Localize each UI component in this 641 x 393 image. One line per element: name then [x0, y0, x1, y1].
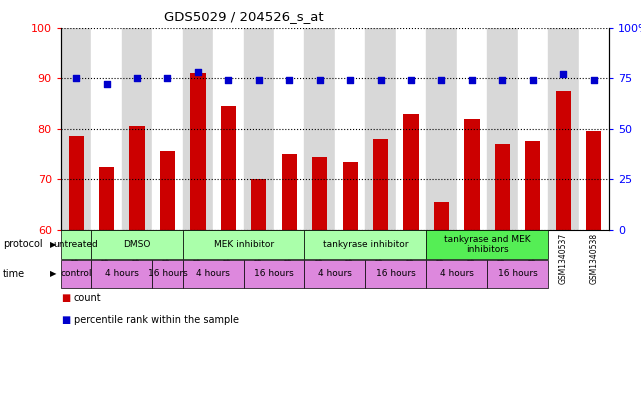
Text: 4 hours: 4 hours	[440, 270, 474, 278]
Bar	[153, 28, 183, 230]
Bar	[518, 28, 548, 230]
Point	[284, 77, 294, 83]
Bar	[464, 119, 479, 230]
Bar	[190, 73, 206, 230]
Point	[467, 77, 477, 83]
Point	[315, 77, 325, 83]
Bar	[373, 139, 388, 230]
Text: count: count	[74, 293, 101, 303]
Point	[193, 69, 203, 75]
Point	[132, 75, 142, 81]
Bar	[183, 28, 213, 230]
Point	[497, 77, 508, 83]
Text: 4 hours: 4 hours	[318, 270, 352, 278]
Bar	[548, 28, 578, 230]
Bar	[304, 28, 335, 230]
Point	[376, 77, 386, 83]
Bar	[122, 28, 153, 230]
Point	[71, 75, 81, 81]
Text: GDS5029 / 204526_s_at: GDS5029 / 204526_s_at	[163, 10, 324, 23]
Bar	[365, 28, 396, 230]
Text: 16 hours: 16 hours	[147, 270, 187, 278]
Bar	[578, 28, 609, 230]
Text: ■: ■	[61, 314, 70, 325]
Text: DMSO: DMSO	[123, 240, 151, 249]
Bar	[221, 106, 236, 230]
Bar	[244, 28, 274, 230]
Point	[223, 77, 233, 83]
Point	[588, 77, 599, 83]
Bar	[281, 154, 297, 230]
Point	[254, 77, 264, 83]
Point	[101, 81, 112, 87]
Text: ▶: ▶	[50, 270, 56, 278]
Bar	[487, 28, 518, 230]
Text: ▶: ▶	[50, 240, 56, 249]
Point	[345, 77, 355, 83]
Bar	[396, 28, 426, 230]
Text: untreated: untreated	[54, 240, 99, 249]
Bar	[274, 28, 304, 230]
Point	[162, 75, 172, 81]
Bar	[129, 126, 145, 230]
Text: protocol: protocol	[3, 239, 43, 250]
Text: ■: ■	[61, 293, 70, 303]
Point	[528, 77, 538, 83]
Bar	[312, 156, 328, 230]
Bar	[495, 144, 510, 230]
Bar	[213, 28, 244, 230]
Bar	[426, 28, 456, 230]
Bar	[556, 91, 571, 230]
Bar	[251, 179, 267, 230]
Text: 16 hours: 16 hours	[376, 270, 416, 278]
Bar	[342, 162, 358, 230]
Bar	[525, 141, 540, 230]
Bar	[456, 28, 487, 230]
Bar	[61, 28, 92, 230]
Text: 16 hours: 16 hours	[254, 270, 294, 278]
Bar	[335, 28, 365, 230]
Point	[437, 77, 447, 83]
Text: control: control	[60, 270, 92, 278]
Text: time: time	[3, 269, 26, 279]
Point	[558, 71, 569, 77]
Bar	[586, 131, 601, 230]
Point	[406, 77, 416, 83]
Text: MEK inhibitor: MEK inhibitor	[213, 240, 274, 249]
Text: 16 hours: 16 hours	[497, 270, 538, 278]
Bar	[99, 167, 114, 230]
Text: percentile rank within the sample: percentile rank within the sample	[74, 314, 238, 325]
Bar	[160, 151, 175, 230]
Text: 4 hours: 4 hours	[196, 270, 230, 278]
Bar	[434, 202, 449, 230]
Text: tankyrase inhibitor: tankyrase inhibitor	[322, 240, 408, 249]
Text: 4 hours: 4 hours	[105, 270, 138, 278]
Text: tankyrase and MEK
inhibitors: tankyrase and MEK inhibitors	[444, 235, 531, 254]
Bar	[403, 114, 419, 230]
Bar	[92, 28, 122, 230]
Bar	[69, 136, 84, 230]
